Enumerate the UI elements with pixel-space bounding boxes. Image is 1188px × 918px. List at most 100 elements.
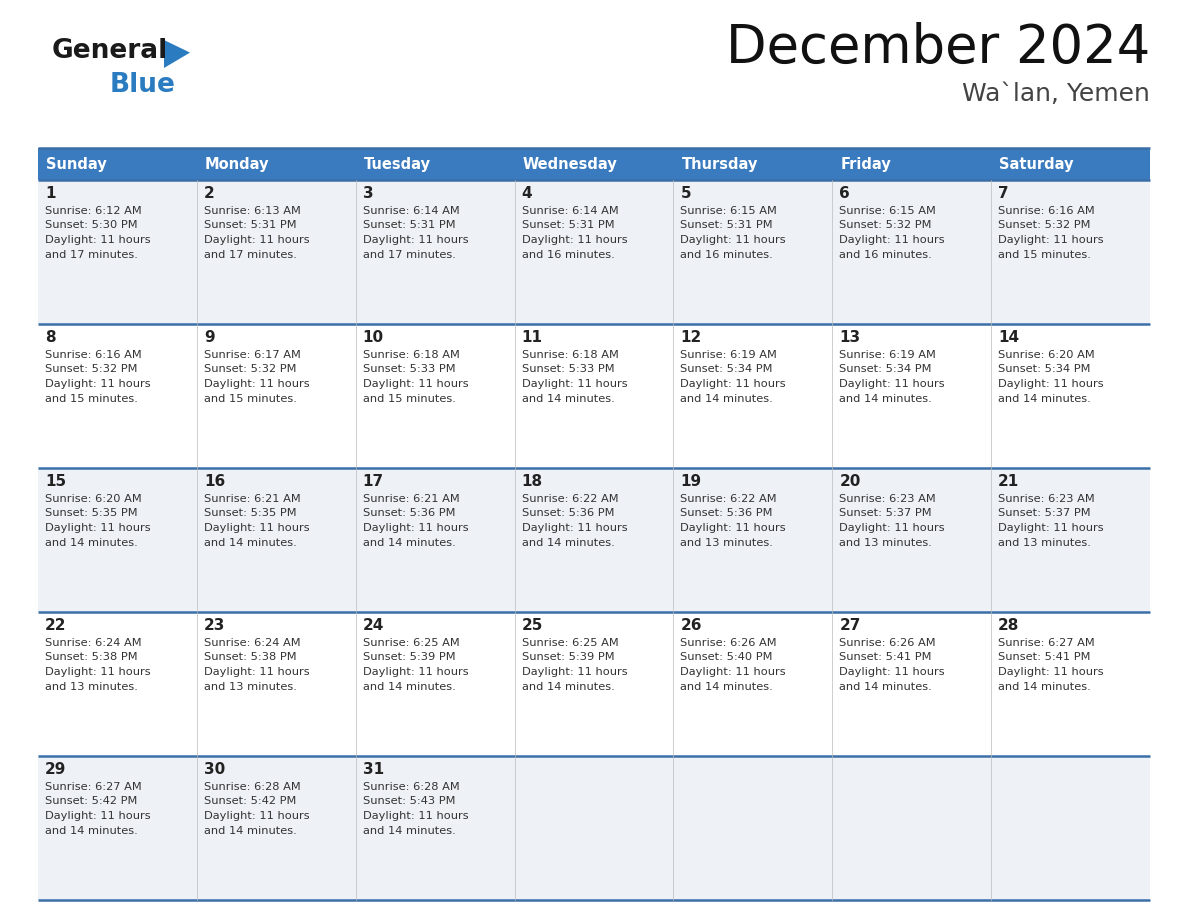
Text: Daylight: 11 hours: Daylight: 11 hours [998, 523, 1104, 533]
Text: Daylight: 11 hours: Daylight: 11 hours [839, 379, 944, 389]
Text: and 14 minutes.: and 14 minutes. [681, 394, 773, 404]
Bar [355, 180, 514, 324]
Bar [991, 612, 1150, 756]
Text: and 14 minutes.: and 14 minutes. [362, 538, 455, 547]
Text: Sunrise: 6:20 AM: Sunrise: 6:20 AM [998, 350, 1095, 360]
Text: Sunset: 5:36 PM: Sunset: 5:36 PM [522, 509, 614, 519]
Text: and 15 minutes.: and 15 minutes. [362, 394, 455, 404]
Text: Sunset: 5:42 PM: Sunset: 5:42 PM [45, 797, 138, 807]
Bar [38, 756, 197, 900]
Text: 4: 4 [522, 186, 532, 201]
Text: 20: 20 [839, 474, 860, 489]
Text: Daylight: 11 hours: Daylight: 11 hours [204, 379, 310, 389]
Text: and 14 minutes.: and 14 minutes. [998, 394, 1091, 404]
Text: Wa`lan, Yemen: Wa`lan, Yemen [962, 82, 1150, 106]
Text: Daylight: 11 hours: Daylight: 11 hours [362, 379, 468, 389]
Text: Sunrise: 6:27 AM: Sunrise: 6:27 AM [45, 782, 141, 792]
Text: Daylight: 11 hours: Daylight: 11 hours [45, 523, 151, 533]
Bar [833, 468, 991, 612]
Text: Daylight: 11 hours: Daylight: 11 hours [522, 379, 627, 389]
Bar [514, 468, 674, 612]
Bar [197, 756, 355, 900]
Text: General: General [52, 38, 169, 64]
Text: Saturday: Saturday [999, 156, 1074, 172]
Bar [197, 180, 355, 324]
Text: 14: 14 [998, 330, 1019, 345]
Text: Daylight: 11 hours: Daylight: 11 hours [45, 667, 151, 677]
Text: Daylight: 11 hours: Daylight: 11 hours [522, 523, 627, 533]
Bar [355, 468, 514, 612]
Bar [514, 612, 674, 756]
Text: Sunset: 5:42 PM: Sunset: 5:42 PM [204, 797, 296, 807]
Text: and 17 minutes.: and 17 minutes. [362, 250, 455, 260]
Text: 24: 24 [362, 618, 384, 633]
Text: Sunset: 5:37 PM: Sunset: 5:37 PM [839, 509, 931, 519]
Text: Sunset: 5:36 PM: Sunset: 5:36 PM [362, 509, 455, 519]
Text: Daylight: 11 hours: Daylight: 11 hours [45, 811, 151, 821]
Text: Daylight: 11 hours: Daylight: 11 hours [45, 235, 151, 245]
Bar [674, 324, 833, 468]
Text: Daylight: 11 hours: Daylight: 11 hours [362, 811, 468, 821]
Text: and 14 minutes.: and 14 minutes. [681, 681, 773, 691]
Text: Sunrise: 6:13 AM: Sunrise: 6:13 AM [204, 206, 301, 216]
Text: Sunrise: 6:22 AM: Sunrise: 6:22 AM [681, 494, 777, 504]
Text: Sunrise: 6:21 AM: Sunrise: 6:21 AM [204, 494, 301, 504]
Text: Sunrise: 6:19 AM: Sunrise: 6:19 AM [839, 350, 936, 360]
Bar [197, 612, 355, 756]
Text: Monday: Monday [204, 156, 270, 172]
Text: and 14 minutes.: and 14 minutes. [45, 538, 138, 547]
Bar [674, 180, 833, 324]
Text: and 14 minutes.: and 14 minutes. [45, 825, 138, 835]
Text: Sunrise: 6:15 AM: Sunrise: 6:15 AM [839, 206, 936, 216]
Text: Sunset: 5:35 PM: Sunset: 5:35 PM [204, 509, 297, 519]
Bar [991, 324, 1150, 468]
Bar [833, 148, 991, 180]
Text: Daylight: 11 hours: Daylight: 11 hours [204, 667, 310, 677]
Text: 8: 8 [45, 330, 56, 345]
Text: Sunrise: 6:26 AM: Sunrise: 6:26 AM [681, 638, 777, 648]
Text: Daylight: 11 hours: Daylight: 11 hours [839, 523, 944, 533]
Text: Sunrise: 6:27 AM: Sunrise: 6:27 AM [998, 638, 1095, 648]
Bar [991, 148, 1150, 180]
Text: 22: 22 [45, 618, 67, 633]
Text: Sunrise: 6:18 AM: Sunrise: 6:18 AM [522, 350, 619, 360]
Text: 18: 18 [522, 474, 543, 489]
Bar [991, 468, 1150, 612]
Text: and 14 minutes.: and 14 minutes. [839, 394, 933, 404]
Text: Sunset: 5:39 PM: Sunset: 5:39 PM [362, 653, 455, 663]
Text: Sunrise: 6:23 AM: Sunrise: 6:23 AM [998, 494, 1095, 504]
Text: December 2024: December 2024 [726, 22, 1150, 74]
Text: Sunset: 5:31 PM: Sunset: 5:31 PM [681, 220, 773, 230]
Bar [833, 180, 991, 324]
Text: and 14 minutes.: and 14 minutes. [522, 681, 614, 691]
Text: Daylight: 11 hours: Daylight: 11 hours [522, 667, 627, 677]
Text: 23: 23 [204, 618, 226, 633]
Text: 2: 2 [204, 186, 215, 201]
Text: Daylight: 11 hours: Daylight: 11 hours [998, 667, 1104, 677]
Text: 9: 9 [204, 330, 215, 345]
Text: Sunrise: 6:24 AM: Sunrise: 6:24 AM [45, 638, 141, 648]
Text: and 14 minutes.: and 14 minutes. [362, 825, 455, 835]
Text: Sunset: 5:32 PM: Sunset: 5:32 PM [839, 220, 931, 230]
Text: 5: 5 [681, 186, 691, 201]
Text: Sunrise: 6:17 AM: Sunrise: 6:17 AM [204, 350, 301, 360]
Text: Sunrise: 6:23 AM: Sunrise: 6:23 AM [839, 494, 936, 504]
Text: Daylight: 11 hours: Daylight: 11 hours [998, 235, 1104, 245]
Text: Thursday: Thursday [682, 156, 758, 172]
Text: Daylight: 11 hours: Daylight: 11 hours [681, 523, 786, 533]
Text: and 14 minutes.: and 14 minutes. [204, 825, 297, 835]
Text: and 17 minutes.: and 17 minutes. [45, 250, 138, 260]
Bar [991, 756, 1150, 900]
Text: and 13 minutes.: and 13 minutes. [839, 538, 933, 547]
Bar [197, 468, 355, 612]
Text: Sunset: 5:37 PM: Sunset: 5:37 PM [998, 509, 1091, 519]
Text: and 13 minutes.: and 13 minutes. [45, 681, 138, 691]
Text: Sunset: 5:38 PM: Sunset: 5:38 PM [45, 653, 138, 663]
Text: Sunset: 5:43 PM: Sunset: 5:43 PM [362, 797, 455, 807]
Text: 6: 6 [839, 186, 851, 201]
Text: Sunrise: 6:20 AM: Sunrise: 6:20 AM [45, 494, 141, 504]
Text: Daylight: 11 hours: Daylight: 11 hours [839, 235, 944, 245]
Text: 7: 7 [998, 186, 1009, 201]
Text: 12: 12 [681, 330, 702, 345]
Text: 13: 13 [839, 330, 860, 345]
